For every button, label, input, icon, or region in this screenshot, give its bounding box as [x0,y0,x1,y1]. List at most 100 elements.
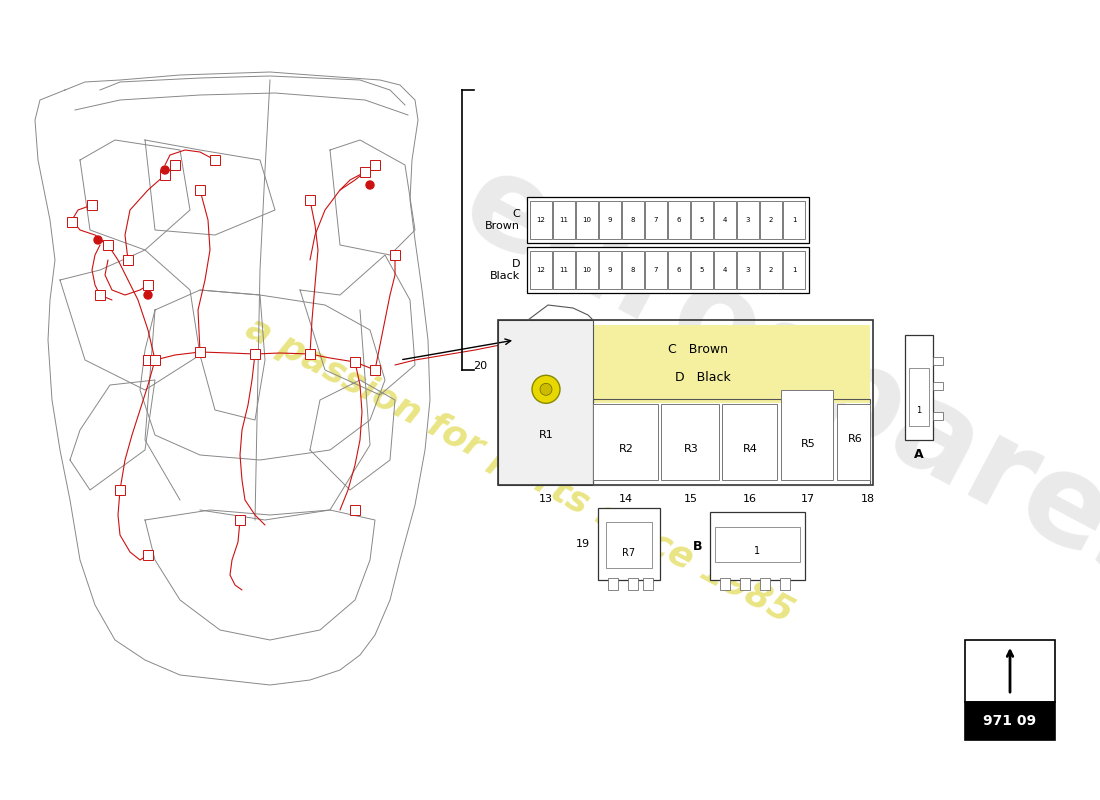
Text: R1: R1 [539,430,553,441]
Text: C   Brown: C Brown [668,343,728,356]
Bar [593,404,658,480]
Text: 10: 10 [583,267,592,273]
Bar [668,251,690,289]
Text: 11: 11 [560,217,569,223]
Text: R2: R2 [618,444,634,454]
Text: 8: 8 [630,267,636,273]
Text: 1: 1 [792,217,796,223]
Bar [644,578,653,590]
Bar [103,240,113,250]
Bar [527,247,808,293]
Text: 7: 7 [653,267,658,273]
Bar [527,197,808,243]
Text: R5: R5 [801,438,815,449]
Text: 5: 5 [700,267,704,273]
Text: D   Black: D Black [675,371,730,384]
Bar [933,357,943,365]
Bar [715,526,800,562]
Bar [837,404,870,480]
Bar [645,201,667,239]
Text: 2: 2 [769,217,773,223]
Bar [600,201,621,239]
Text: R6: R6 [848,434,862,444]
Bar [95,290,104,300]
Bar [606,522,652,568]
Bar [621,251,643,289]
Bar [608,578,618,590]
Text: 12: 12 [537,217,546,223]
Circle shape [94,236,102,244]
Bar [87,200,97,210]
Bar [760,201,782,239]
Bar [305,349,315,359]
Text: 6: 6 [676,267,681,273]
Bar [780,578,790,590]
Text: 9: 9 [607,267,613,273]
Bar [760,251,782,289]
Text: 4: 4 [723,267,727,273]
Text: 15: 15 [684,494,699,504]
Bar [498,320,593,485]
Bar [250,349,260,359]
Bar [593,399,870,485]
Bar [160,170,170,180]
Text: A: A [914,447,924,461]
Bar [905,335,933,440]
Bar [600,251,621,289]
Text: 12: 12 [537,267,546,273]
Text: eurospares: eurospares [442,141,1100,619]
Text: 4: 4 [723,217,727,223]
Bar [737,201,759,239]
Bar [628,578,638,590]
Bar [668,201,690,239]
Bar [783,251,805,289]
Bar [530,201,552,239]
Circle shape [366,181,374,189]
Bar [691,201,713,239]
Text: 13: 13 [539,494,553,504]
Bar [781,390,833,480]
Bar [576,201,598,239]
Text: 20: 20 [473,362,487,371]
Bar [498,320,873,485]
Bar [305,195,315,205]
Bar [720,578,730,590]
Bar [143,280,153,290]
Text: 971 09: 971 09 [983,714,1036,728]
Bar [116,485,125,495]
Text: 3: 3 [746,267,750,273]
Text: a passion for parts since 1985: a passion for parts since 1985 [241,310,800,630]
Bar [553,251,575,289]
Bar [714,251,736,289]
Bar [530,251,552,289]
Bar [740,578,750,590]
Bar [195,347,205,357]
Bar [722,404,777,480]
Bar [170,160,180,170]
Bar [661,404,719,480]
Bar [598,508,660,580]
Bar [965,702,1055,740]
Text: 11: 11 [560,267,569,273]
Bar [360,167,370,177]
Bar [737,251,759,289]
Text: 10: 10 [583,217,592,223]
Bar [783,201,805,239]
Bar [143,550,153,560]
Bar [143,355,153,365]
Text: D
Black: D Black [490,259,520,281]
Bar [390,250,400,260]
Circle shape [144,291,152,299]
Bar [710,512,805,580]
Text: 1: 1 [792,267,796,273]
Text: 9: 9 [607,217,613,223]
Text: 14: 14 [619,494,634,504]
Text: R4: R4 [742,444,758,454]
Bar [235,515,245,525]
Bar [350,505,360,515]
Circle shape [532,375,560,403]
Text: B: B [693,539,702,553]
Bar [576,251,598,289]
Bar [760,578,770,590]
Text: 17: 17 [801,494,815,504]
